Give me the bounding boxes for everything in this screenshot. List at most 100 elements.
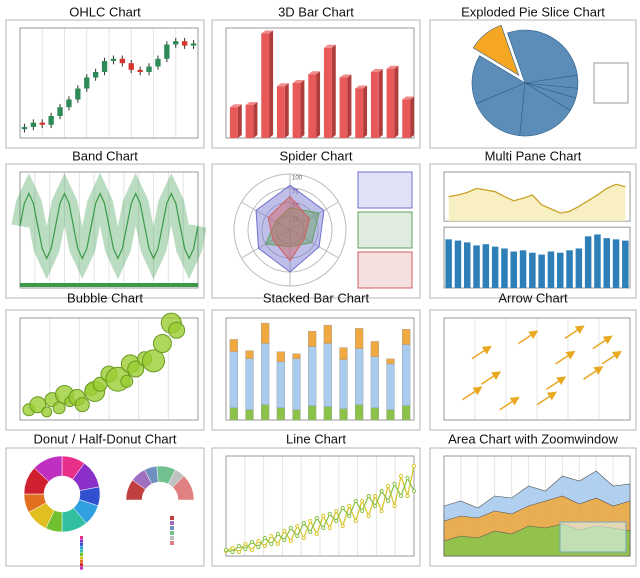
line-marker xyxy=(334,508,339,514)
stacked-bar xyxy=(245,409,254,421)
line-marker xyxy=(295,533,300,539)
pane-bar xyxy=(622,240,629,288)
line-marker xyxy=(360,498,365,504)
candle xyxy=(75,88,81,100)
stacked-bar xyxy=(261,404,270,421)
bubble xyxy=(74,397,90,413)
line-marker xyxy=(223,547,229,553)
plot-frame xyxy=(19,317,199,421)
pane-bar xyxy=(501,248,508,288)
legend-swatch xyxy=(170,526,174,530)
stacked-bar xyxy=(370,341,379,357)
arrow xyxy=(601,350,622,365)
line-marker xyxy=(347,513,352,519)
legend-swatch xyxy=(80,549,83,553)
line-marker xyxy=(301,535,306,541)
line-marker xyxy=(353,498,358,504)
radar-spoke xyxy=(241,201,291,231)
pie-slice xyxy=(472,24,520,76)
pie-slice xyxy=(471,55,526,105)
candle xyxy=(110,58,117,61)
legend-swatch xyxy=(80,539,83,543)
stacked-bar xyxy=(386,409,395,421)
bubble xyxy=(120,374,134,388)
pane-bar xyxy=(556,252,564,288)
pane-bar xyxy=(584,236,592,288)
candle xyxy=(146,66,152,72)
candle xyxy=(39,122,45,125)
legend-swatch xyxy=(80,556,83,560)
bubble xyxy=(168,321,186,339)
stacked-bar xyxy=(292,409,301,421)
line-marker xyxy=(308,518,313,524)
line-marker xyxy=(340,505,345,511)
bar-side xyxy=(300,80,305,138)
stacked-bar xyxy=(308,405,317,421)
arrow xyxy=(462,386,483,401)
bar xyxy=(245,105,254,138)
bubble xyxy=(127,360,145,378)
line-marker xyxy=(334,518,339,524)
plot-frame xyxy=(19,27,199,139)
line-marker xyxy=(236,549,242,555)
line-marker xyxy=(411,488,417,494)
stacked-bar xyxy=(355,348,364,405)
line-marker xyxy=(327,525,332,531)
stacked-bar xyxy=(261,343,270,405)
stacked-bar xyxy=(308,346,317,406)
bar-side xyxy=(363,85,368,138)
legend-swatch xyxy=(80,563,83,567)
arrow xyxy=(555,350,576,365)
legend-swatch xyxy=(170,531,174,535)
chart-title: Line Chart xyxy=(286,431,346,446)
legend-swatch xyxy=(170,536,174,540)
legend-swatch xyxy=(170,516,174,520)
radar-tick-label: 75 xyxy=(292,190,299,196)
stacked-bar xyxy=(323,343,332,407)
chart-title: Spider Chart xyxy=(280,148,353,163)
chart-panel xyxy=(5,19,205,149)
candle xyxy=(57,107,63,116)
plot-frame xyxy=(225,317,415,421)
arrow xyxy=(517,330,539,345)
stacked-bar xyxy=(355,328,364,349)
pane-bar xyxy=(529,252,536,288)
stacked-bar xyxy=(276,407,285,421)
stacked-bar xyxy=(339,408,348,421)
chart-title: Bubble Chart xyxy=(67,290,143,305)
candle xyxy=(119,58,126,64)
bar-top xyxy=(355,85,368,89)
candle xyxy=(30,122,37,127)
bar-side xyxy=(410,96,415,138)
donut-slice xyxy=(33,455,63,483)
candle xyxy=(92,72,99,78)
line-marker xyxy=(392,481,397,487)
arrow xyxy=(592,335,613,350)
pane-bar xyxy=(612,239,620,288)
radar-spoke xyxy=(289,201,339,231)
legend-swatch xyxy=(170,541,174,545)
stacked-bar xyxy=(355,404,364,421)
bar xyxy=(276,86,285,138)
bar xyxy=(292,83,301,138)
stacked-bar xyxy=(370,356,379,408)
pane-bar xyxy=(473,245,480,288)
bar-side xyxy=(253,102,258,138)
bar-top xyxy=(370,69,383,72)
chart-title: 3D Bar Chart xyxy=(278,4,354,19)
line-marker xyxy=(243,541,248,547)
bar xyxy=(323,47,332,138)
bar-side xyxy=(331,44,336,138)
stacked-bar xyxy=(402,344,411,406)
line-marker xyxy=(282,537,287,543)
pane-bar xyxy=(510,251,518,288)
stacked-bar xyxy=(261,322,270,344)
pane-bar xyxy=(538,254,545,288)
pane-bar xyxy=(575,248,583,288)
legend-swatch xyxy=(80,559,83,563)
plot-frame xyxy=(443,317,631,421)
candle xyxy=(66,99,72,108)
chart-title: Multi Pane Chart xyxy=(485,148,582,163)
line-marker xyxy=(398,473,404,479)
bar-top xyxy=(276,83,289,87)
